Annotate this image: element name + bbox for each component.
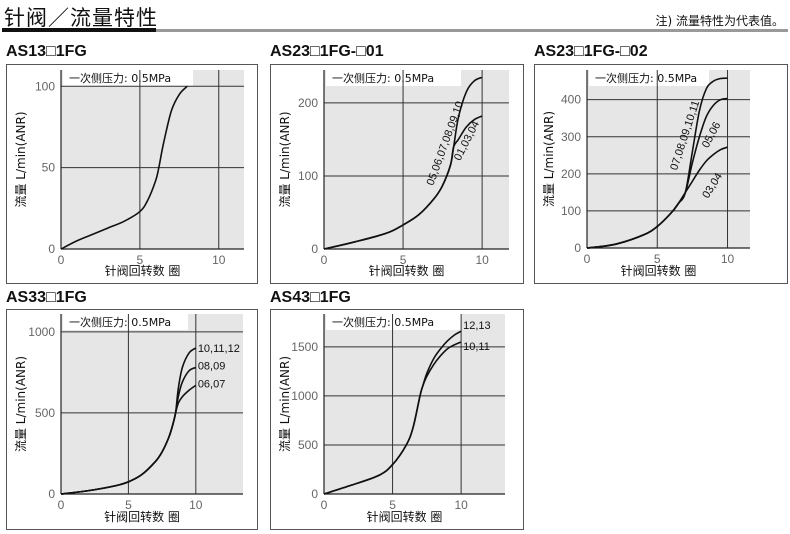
chart-title: AS33□1FG [6,289,87,306]
pressure-note: 一次侧压力: 0.5MPa [332,71,434,85]
x-tick-label: 5 [137,253,144,267]
x-tick-label: 10 [212,253,226,267]
series-line [60,384,197,495]
chart-panel: 0 5 10 0 50 100 一次侧压力: 0.5MPa 针阀回转数 圈流量 L/min(A… [6,64,258,284]
page-note: 注) 流量特性为代表值。 [655,14,785,28]
chart-panel: 0 5 10 0 100 200 一次侧压力: 0.5MPa 针阀回转数 圈流量 L/min(… [270,64,524,284]
y-axis-label: 流量 L/min(ANR) [14,356,28,452]
y-tick-label: 500 [298,438,318,452]
x-tick-label: 0 [58,498,65,512]
plot-area [587,70,750,248]
chart-panel: 0 5 10 0 500 1000 1500 一次侧压力: 0.5MPa 针阀回转数 圈 流量 L… [270,309,524,530]
pressure-note: 一次侧压力: 0.5MPa [69,315,171,329]
y-tick-label: 200 [561,167,581,181]
x-tick-label: 10 [189,498,203,512]
plot-area [61,314,243,494]
x-tick-label: 0 [321,498,328,512]
header-rule [156,29,788,32]
y-tick-label: 1500 [291,340,318,354]
y-tick-label: 0 [311,242,318,256]
x-tick-label: 5 [654,252,661,266]
x-tick-label: 5 [400,253,407,267]
pressure-note-bg [63,70,193,86]
pressure-note: 一次侧压力: 0.5MPa [69,71,171,85]
series-label: 12,13 [463,320,491,332]
series-label: 10,11,12 [198,343,240,355]
x-tick-label: 10 [721,252,735,266]
series-label: 10,11 [463,341,490,353]
y-axis-label: 流量 L/min(ANR) [542,111,556,207]
y-axis-label: 流量 L/min(ANR) [14,111,28,207]
x-tick-label: 0 [58,253,65,267]
y-axis-label: 流量 L/min(ANR) [278,111,292,207]
chart-panel: 0 5 10 0 100 200 300 400 一次侧压力: 0.5MPa 针阀回转数 圈流量 … [534,64,788,284]
plot-area [324,70,509,249]
series-line [323,115,483,250]
y-tick-label: 300 [561,130,581,144]
y-axis-label: 流量 L/min(ANR) [278,356,292,452]
x-tick-label: 10 [475,253,489,267]
x-axis-label: 针阀回转数 圈 [104,509,180,524]
y-tick-label: 100 [35,79,55,93]
y-tick-label: 400 [561,93,581,107]
title-underline [2,28,156,32]
x-axis-label: 针阀回转数 圈 [367,509,443,524]
x-axis-label: 针阀回转数 圈 [369,263,445,278]
y-tick-label: 1000 [291,389,318,403]
y-tick-label: 0 [574,241,581,255]
pressure-note-bg [63,314,188,330]
x-tick-label: 0 [321,253,328,267]
x-tick-label: 0 [584,252,591,266]
chart-svg: 0 5 10 0 500 1000 一次侧压力: 0.5MPa 针阀回转数 圈 流量 L/min… [14,314,243,524]
y-tick-label: 50 [42,161,56,175]
pressure-note-bg [326,314,461,330]
series-line [586,146,728,249]
pressure-note-bg [326,70,461,86]
y-tick-label: 100 [298,169,318,183]
series-label: 08,09 [198,361,226,373]
x-axis-label: 针阀回转数 圈 [105,263,181,278]
pressure-note: 一次侧压力: 0.5MPa [595,71,697,85]
y-tick-label: 0 [311,487,318,501]
y-tick-label: 200 [298,96,318,110]
chart-panel: 0 5 10 0 500 1000 一次侧压力: 0.5MPa 针阀回转数 圈 流量 L/min… [6,309,258,530]
x-tick-label: 5 [389,498,396,512]
chart-title: AS23□1FG-□01 [270,43,384,60]
y-tick-label: 0 [48,487,55,501]
chart-title: AS23□1FG-□02 [534,43,648,60]
y-tick-label: 0 [48,242,55,256]
chart-title: AS13□1FG [6,43,87,60]
y-tick-label: 100 [561,204,581,218]
page-title: 针阀／流量特性 [4,6,158,30]
y-tick-label: 500 [35,406,55,420]
chart-title: AS43□1FG [270,289,351,306]
plot-area [61,70,244,249]
y-tick-label: 1000 [28,325,55,339]
x-tick-label: 10 [454,498,468,512]
series-line [60,85,188,250]
plot-area [324,314,505,494]
series-label: 06,07 [198,378,226,390]
pressure-note: 一次侧压力: 0.5MPa [332,315,434,329]
x-axis-label: 针阀回转数 圈 [621,263,697,278]
x-tick-label: 5 [125,498,132,512]
chart-svg: 0 5 10 0 500 1000 1500 一次侧压力: 0.5MPa 针阀回转数 圈 流量 L… [278,314,505,524]
series-line [323,341,462,495]
pressure-note-bg [589,70,709,86]
